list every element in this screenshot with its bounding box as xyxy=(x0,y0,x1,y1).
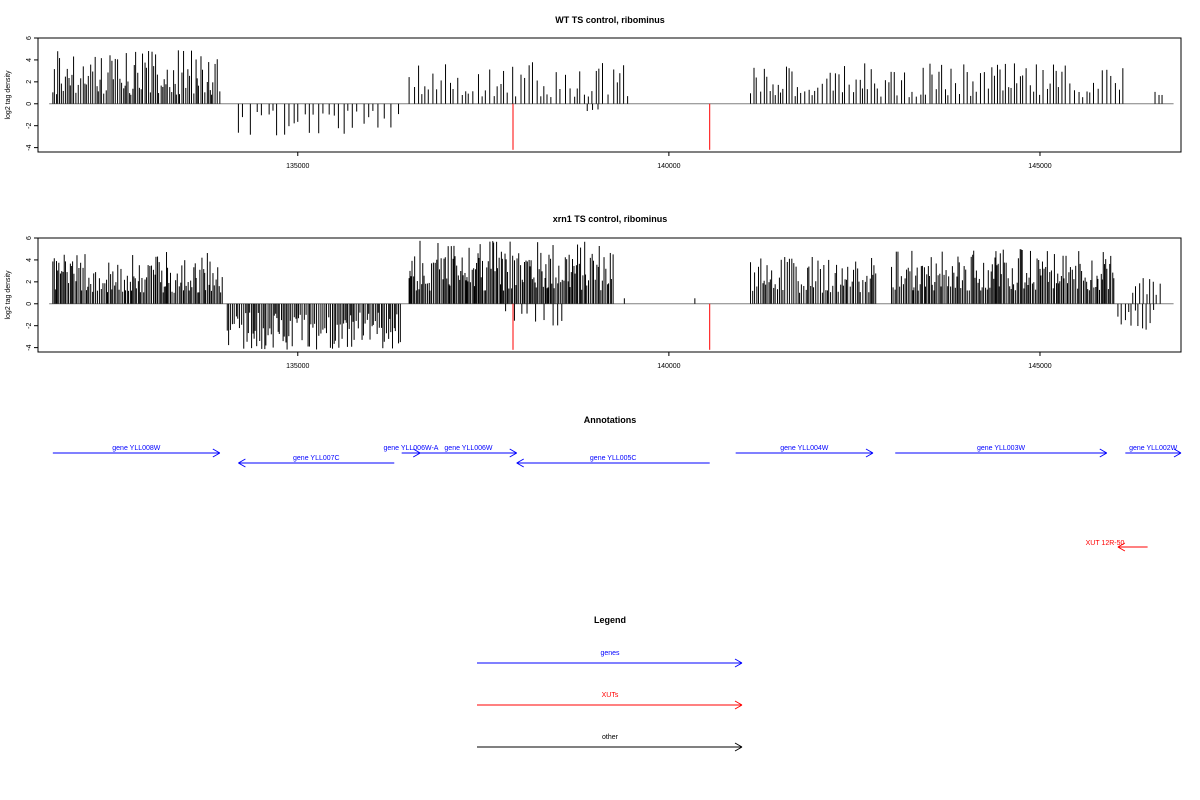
gene-arrow xyxy=(516,458,710,468)
gene-arrow xyxy=(52,448,221,458)
gene-arrow xyxy=(420,448,517,458)
gene-label: gene YLL003W xyxy=(977,445,1026,452)
legend-arrow xyxy=(477,700,743,710)
x-tick-label: 135000 xyxy=(286,363,309,370)
gene-label: gene YLL007C xyxy=(293,455,340,462)
annotation-features: gene YLL008W gene YLL007C gene YLL006W-A ge… xyxy=(52,445,1182,552)
y-axis: -4 -2 0 2 4 6 xyxy=(26,36,38,151)
panel-xrn1: xrn1 TS control, ribominus log2 tag dens… xyxy=(5,214,1182,370)
plot-frame xyxy=(37,37,1182,153)
legend-label: XUTs xyxy=(602,692,619,699)
gene-label: gene YLL002W xyxy=(1129,445,1178,452)
x-tick-label: 145000 xyxy=(1028,163,1051,170)
legend-title: Legend xyxy=(594,615,626,625)
panel-wt: WT TS control, ribominus log2 tag densit… xyxy=(5,15,1182,170)
legend-entries: genes XUTs other xyxy=(477,650,743,752)
legend: Legend genes XUTs other xyxy=(477,615,743,752)
x-tick-label: 140000 xyxy=(657,363,680,370)
y-tick-label: -4 xyxy=(26,144,33,150)
y-tick-label: -4 xyxy=(26,344,33,350)
legend-label: genes xyxy=(600,650,620,657)
x-axis: 135000 140000 145000 xyxy=(286,352,1052,370)
gene-arrow xyxy=(735,448,874,458)
y-tick-label: 0 xyxy=(26,302,33,306)
xut-label: XUT 12R-50 xyxy=(1086,540,1125,547)
density-bars xyxy=(52,50,1163,150)
gene-label: gene YLL006W-A xyxy=(383,445,438,452)
gene-arrow xyxy=(401,448,421,458)
y-tick-label: 6 xyxy=(26,236,33,240)
y-axis-label: log2 tag density xyxy=(5,70,12,120)
legend-arrow xyxy=(477,658,743,668)
gene-label: gene YLL005C xyxy=(590,455,637,462)
gene-arrow xyxy=(1125,448,1182,458)
legend-arrow xyxy=(477,742,743,752)
gene-label: gene YLL008W xyxy=(112,445,161,452)
y-tick-label: 6 xyxy=(26,36,33,40)
y-tick-label: 4 xyxy=(26,58,33,62)
y-tick-label: 2 xyxy=(26,80,33,84)
y-tick-label: 4 xyxy=(26,258,33,262)
x-tick-label: 135000 xyxy=(286,163,309,170)
x-tick-label: 140000 xyxy=(657,163,680,170)
x-axis: 135000 140000 145000 xyxy=(286,152,1052,170)
xut-arrow xyxy=(1117,542,1148,552)
chart-title: xrn1 TS control, ribominus xyxy=(553,214,668,224)
density-bars xyxy=(52,240,1161,350)
y-axis: -4 -2 0 2 4 6 xyxy=(26,236,38,351)
legend-label: other xyxy=(602,734,619,741)
y-tick-label: -2 xyxy=(26,122,33,128)
y-axis-label: log2 tag density xyxy=(5,270,12,320)
gene-label: gene YLL004W xyxy=(780,445,829,452)
gene-label: gene YLL006W xyxy=(444,445,493,452)
chart-title: WT TS control, ribominus xyxy=(555,15,665,25)
y-tick-label: 2 xyxy=(26,280,33,284)
gene-arrow xyxy=(895,448,1108,458)
x-tick-label: 145000 xyxy=(1028,363,1051,370)
annotations-title: Annotations xyxy=(584,415,637,425)
gene-arrow xyxy=(238,458,395,468)
y-tick-label: 0 xyxy=(26,102,33,106)
y-tick-label: -2 xyxy=(26,322,33,328)
plot-frame xyxy=(37,237,1182,353)
